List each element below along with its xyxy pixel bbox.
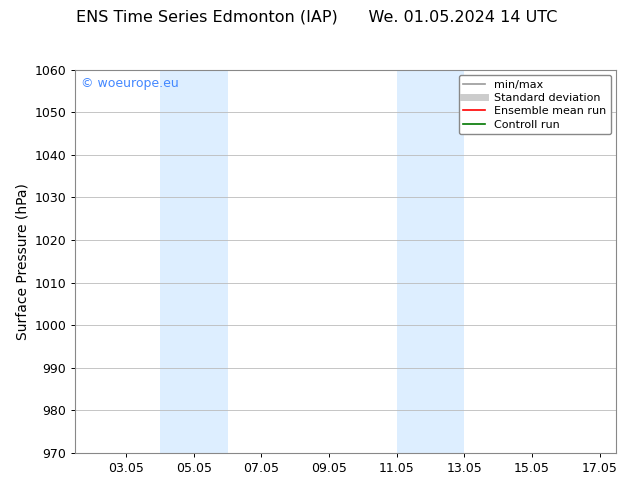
Bar [160, 70, 228, 453]
Text: © woeurope.eu: © woeurope.eu [81, 77, 179, 90]
Y-axis label: Surface Pressure (hPa): Surface Pressure (hPa) [15, 183, 29, 340]
Legend: min/max, Standard deviation, Ensemble mean run, Controll run: min/max, Standard deviation, Ensemble me… [458, 75, 611, 134]
Text: ENS Time Series Edmonton (IAP)      We. 01.05.2024 14 UTC: ENS Time Series Edmonton (IAP) We. 01.05… [76, 10, 558, 25]
Bar [397, 70, 464, 453]
